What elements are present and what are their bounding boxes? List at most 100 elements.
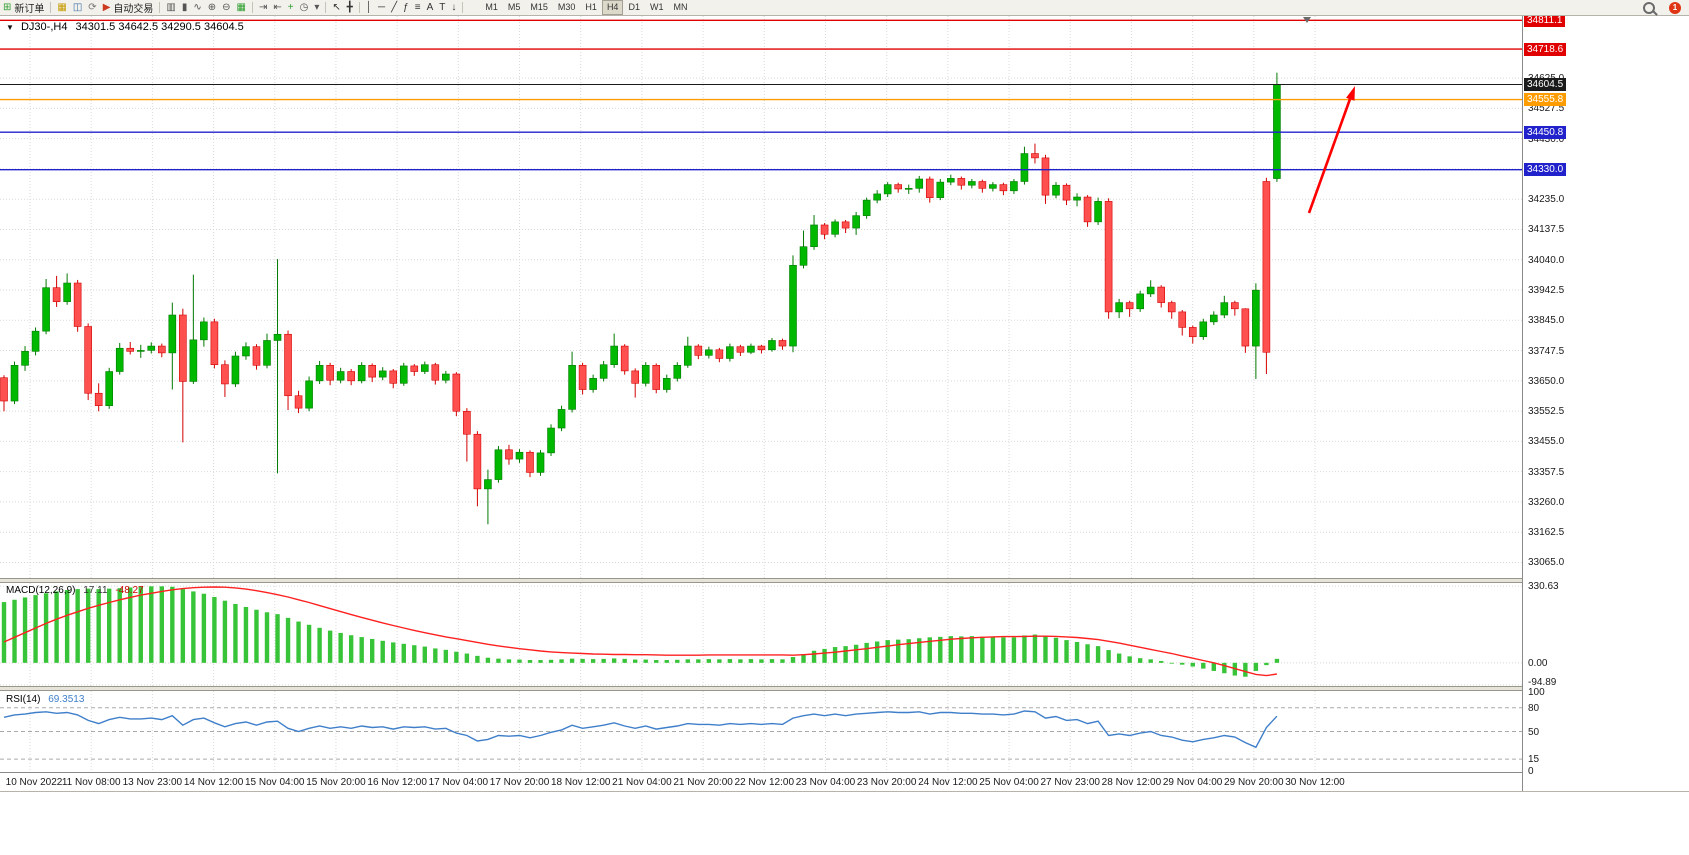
macd-bar [1243, 662, 1248, 677]
timeframe-mn[interactable]: MN [673, 2, 688, 12]
timeframe-m15[interactable]: M15 [530, 2, 548, 12]
macd-bar [843, 646, 848, 663]
periods-button[interactable]: ◷ [298, 1, 311, 14]
timeframe-m5[interactable]: M5 [507, 2, 521, 12]
auto-scroll-button[interactable]: ⇥ [257, 1, 269, 14]
label-tool[interactable]: T [437, 1, 447, 14]
macd-bar [538, 660, 543, 663]
candle [957, 178, 966, 186]
profiles-button[interactable]: ◫ [71, 1, 84, 14]
candle [473, 433, 482, 490]
new-order-button[interactable]: ⊞ 新订单 [1, 1, 46, 15]
timeframe-m30[interactable]: M30 [557, 2, 576, 12]
refresh-button[interactable]: ⟳ [86, 1, 98, 14]
toolbar-left-group: ⊞ 新订单 ▦ ◫ ⟳ ▶ 自动交易 ▥ ▮ ∿ ⊕ ⊖ ▦ ⇥ ⇤ + ◷ ▾ ↖ ╋ │ ─ ╱ ƒ ≡ A T ↓ [0, 1, 466, 15]
pane-separator-rsi[interactable] [0, 686, 1522, 691]
macd-bar [1032, 634, 1038, 663]
zoom-in-button[interactable]: ⊕ [206, 1, 218, 14]
macd-bar [306, 624, 312, 663]
macd-bar [317, 627, 322, 663]
candle [389, 370, 398, 384]
notification-badge[interactable]: 1 [1669, 1, 1681, 14]
time-axis[interactable]: 10 Nov 2022 11 Nov 08:00 13 Nov 23:00 14 No… [0, 772, 1522, 792]
macd-bar [1148, 659, 1153, 663]
time-label: 13 Nov 23:00 [122, 777, 183, 788]
macd-bar [622, 658, 627, 663]
candle [883, 184, 892, 195]
candle [662, 378, 671, 390]
vertical-line-tool[interactable]: │ [364, 1, 374, 14]
horizontal-line-tool[interactable]: ─ [376, 1, 387, 14]
price-grid-label: 34527.5 [1528, 103, 1565, 115]
chart-shift-marker[interactable] [1303, 17, 1311, 23]
tile-windows-button[interactable]: ▦ [235, 1, 248, 14]
indicators-button[interactable]: + [286, 1, 296, 14]
templates-button[interactable]: ▾ [312, 1, 321, 14]
candle [694, 345, 703, 356]
arrows-icon: ↓ [451, 2, 457, 13]
candlestick-mode-button[interactable]: ▮ [180, 1, 190, 14]
price-grid-label: 34137.5 [1528, 224, 1565, 236]
macd-bar [696, 659, 701, 663]
time-label: 22 Nov 12:00 [734, 777, 795, 788]
text-tool[interactable]: A [425, 1, 436, 14]
macd-bar [643, 659, 648, 663]
zoom-out-button[interactable]: ⊖ [220, 1, 232, 14]
candle [326, 365, 334, 381]
timeframe-w1[interactable]: W1 [649, 2, 664, 12]
rsi-value: 69.3513 [48, 694, 85, 705]
toolbar-right-group: 1 [1643, 1, 1681, 14]
shapes-tool[interactable]: ≡ [413, 1, 423, 14]
macd-bar [1127, 656, 1132, 663]
arrows-tool[interactable]: ↓ [449, 1, 458, 14]
macd-bar [296, 621, 301, 663]
level-lines [0, 19, 1522, 171]
line-chart-mode-button[interactable]: ∿ [191, 1, 203, 14]
toolbar-separator [358, 2, 360, 13]
price-axis[interactable]: 34625.034527.534430.034332.534235.034137… [1522, 13, 1689, 791]
macd-bar [264, 612, 270, 663]
macd-bar [1095, 646, 1101, 663]
crosshair-tool[interactable]: ╋ [345, 1, 355, 14]
macd-bar [180, 589, 186, 663]
candle [757, 345, 766, 351]
search-icon[interactable] [1643, 1, 1655, 14]
macd-bar [1180, 662, 1185, 665]
timeframe-h1[interactable]: H1 [585, 2, 597, 12]
fibonacci-tool[interactable]: ƒ [401, 1, 411, 14]
autotrading-button[interactable]: ▶ 自动交易 [101, 1, 156, 15]
time-label: 24 Nov 12:00 [918, 777, 978, 788]
timeframe-h4[interactable]: H4 [601, 0, 624, 15]
candle [1146, 286, 1155, 295]
macd-bar [1053, 637, 1059, 663]
macd-bar [475, 655, 480, 663]
cursor-tool[interactable]: ↖ [330, 1, 342, 14]
pane-separator-macd[interactable] [0, 578, 1522, 583]
autotrading-button-label: 自动交易 [113, 4, 154, 15]
chart-shift-button[interactable]: ⇤ [271, 1, 283, 14]
macd-axis-label: 330.63 [1528, 581, 1559, 593]
one-click-trading-toggle-icon[interactable]: ▼ [6, 23, 14, 32]
price-grid-label: 33942.5 [1528, 285, 1565, 296]
time-label: 17 Nov 04:00 [428, 777, 489, 788]
macd-bar [159, 586, 164, 663]
zoom-in-icon: ⊕ [207, 2, 217, 13]
candle [42, 287, 50, 332]
candle [1220, 302, 1229, 316]
trendline-tool[interactable]: ╱ [389, 1, 399, 14]
timeframe-m1[interactable]: M1 [485, 2, 498, 12]
new-chart-button[interactable]: ▦ [55, 1, 68, 14]
candle [557, 409, 566, 429]
macd-bar [191, 591, 196, 663]
auto-scroll-icon: ⇥ [258, 2, 268, 13]
candle [1262, 181, 1271, 353]
bar-chart-icon: ▥ [166, 2, 176, 13]
trend-arrow[interactable] [1307, 86, 1355, 214]
timeframe-d1[interactable]: D1 [628, 2, 640, 12]
candle [73, 282, 82, 327]
macd-bar [285, 617, 291, 663]
bar-chart-mode-button[interactable]: ▥ [164, 1, 177, 14]
macd-signal-line [3, 586, 1278, 677]
price-tag-34604.5: 34604.5 [1524, 77, 1567, 91]
